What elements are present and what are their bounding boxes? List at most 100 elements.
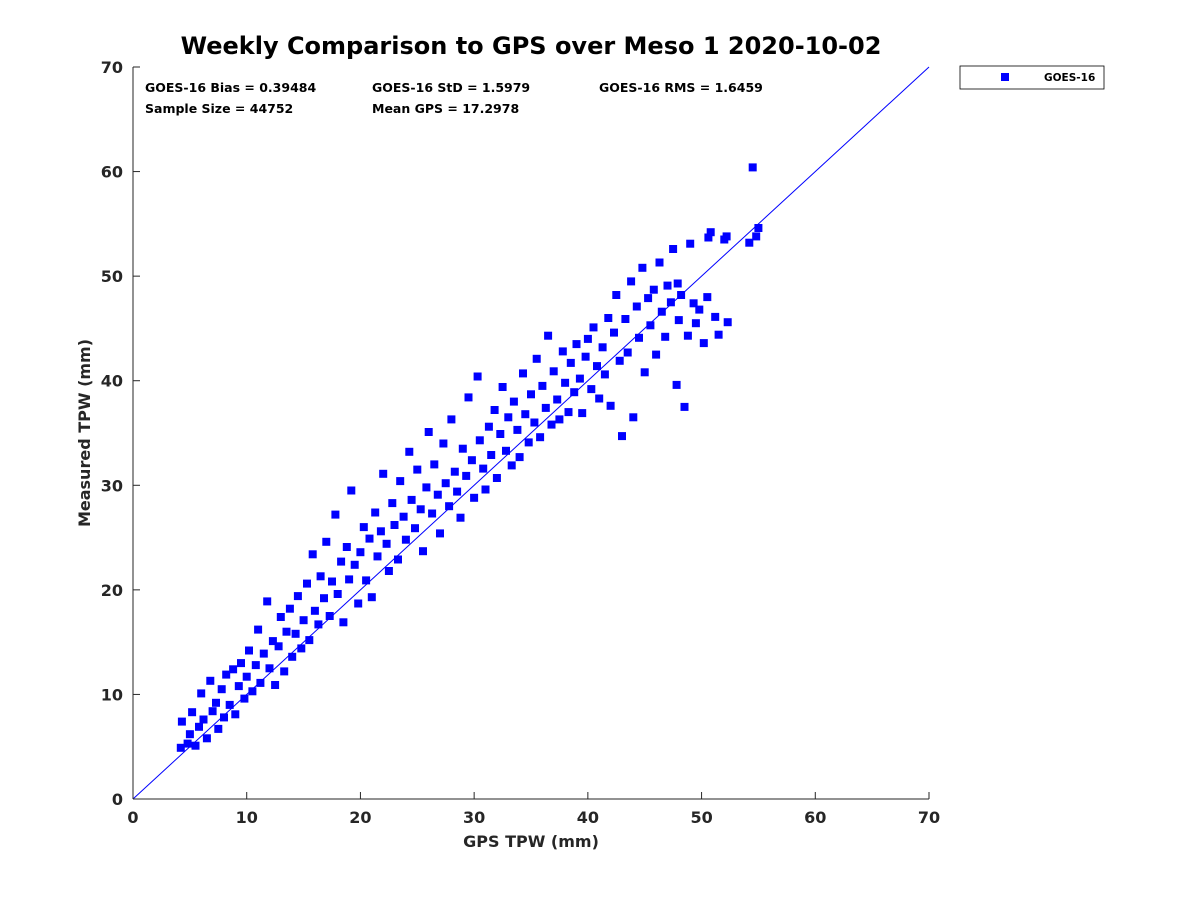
data-point [752,232,761,241]
data-point [303,579,311,588]
y-tick-label: 20 [101,581,123,600]
data-point [549,367,558,376]
data-point [553,395,562,404]
data-point [202,734,211,743]
data-point [419,547,427,556]
data-point [322,537,331,546]
data-point [274,642,283,651]
data-point [259,649,268,658]
data-point [484,422,493,431]
data-point [331,510,340,519]
data-point [673,279,682,288]
reference-line [132,66,930,800]
data-point [342,543,351,551]
data-point [445,502,454,511]
data-point [521,410,530,419]
data-point [401,535,410,544]
data-point [316,572,325,581]
data-point [384,567,393,575]
data-point [669,245,678,253]
data-point [467,456,476,465]
data-point [399,512,408,521]
data-point [299,616,308,625]
data-point [251,661,260,670]
data-point [212,698,220,707]
x-tick-label: 50 [690,808,712,827]
data-point [575,374,584,383]
data-point [722,232,731,241]
data-point [291,629,300,638]
data-point [615,356,624,365]
data-point [481,485,490,494]
data-point [439,439,448,448]
data-point [612,291,621,299]
data-point [191,741,200,750]
data-point [416,505,425,514]
data-point [350,560,359,569]
data-point [337,557,346,566]
data-point [695,305,704,314]
data-point [661,332,670,341]
chart-title: Weekly Comparison to GPS over Meso 1 202… [181,32,882,60]
data-point [473,372,482,381]
data-point [263,597,272,606]
data-point [424,428,433,436]
data-point [638,263,647,272]
data-point [280,667,289,676]
data-point [176,743,185,752]
y-tick-label: 30 [101,476,123,495]
legend-box [959,65,1105,90]
data-point [433,490,442,499]
data-point [220,713,228,722]
data-point [379,469,388,478]
data-point [333,590,342,598]
data-point [206,676,215,685]
data-point [674,316,683,325]
data-point [339,618,348,627]
data-point [367,593,376,602]
data-point [345,575,354,584]
data-point [310,606,319,615]
data-point [635,333,643,342]
data-point [498,383,507,391]
data-point [627,277,636,286]
data-point [217,685,226,694]
data-point [396,477,405,486]
data-point [515,453,524,462]
y-tick-label: 60 [101,163,123,182]
axes: 0 10 20 30 40 50 60 70 0 10 20 30 40 50 60 70 [101,58,940,827]
data-point [422,483,431,492]
data-point [629,413,638,422]
data-point [538,381,547,390]
data-point [288,652,297,661]
data-point [276,613,285,621]
data-point [703,293,712,302]
data-point [555,415,564,424]
data-point [561,378,570,387]
data-point [359,523,368,532]
data-point [456,513,465,522]
data-point [354,599,363,608]
stat-annotation: Mean GPS = 17.2978 [372,101,519,116]
legend-label-goes-16: GOES-16 [1044,72,1095,84]
data-point [583,334,592,343]
data-point [265,664,274,673]
data-point [188,708,197,717]
data-point [240,694,249,703]
data-point [314,620,323,629]
data-point [587,385,596,394]
data-point [509,397,518,406]
data-point [723,318,732,327]
data-point [248,687,257,696]
data-point [222,670,231,679]
data-point [447,415,456,424]
data-point [362,576,371,585]
data-point [365,534,374,543]
data-point [683,331,692,340]
data-point [686,239,695,248]
data-point [492,474,501,482]
data-point [373,552,382,561]
data-point [504,413,513,422]
data-point [297,644,306,653]
